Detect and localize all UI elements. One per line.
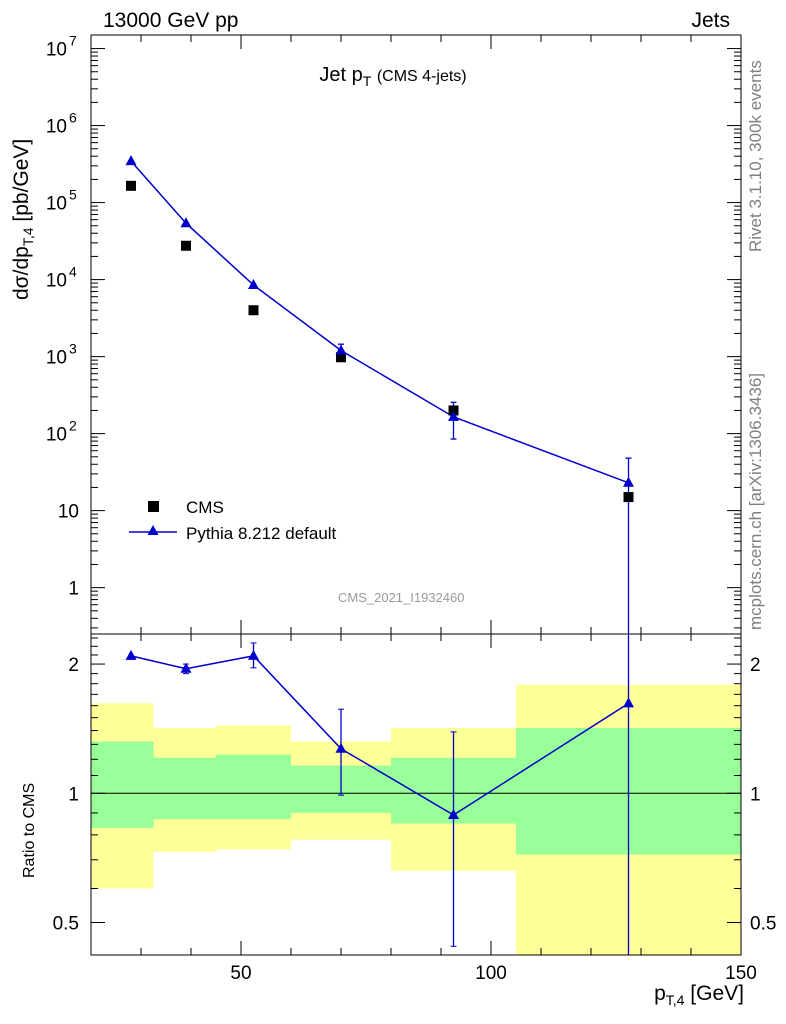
cms-point-1 — [181, 240, 191, 251]
cms-point-5 — [623, 492, 634, 503]
main-plot-frame — [90, 34, 742, 635]
cms-point-0 — [126, 180, 136, 191]
x-label-main: p — [654, 982, 666, 1005]
y-tick-label-1000: 10 — [46, 348, 67, 369]
stat-band-1 — [153, 757, 216, 820]
ratio-axis-label: Ratio to CMS — [21, 782, 38, 878]
analysis-watermark: CMS_2021_I1932460 — [338, 590, 465, 605]
pythia-point-1 — [180, 217, 192, 228]
ratio-point-1 — [180, 662, 192, 673]
header-category: Jets — [691, 9, 730, 32]
pythia-point-5 — [623, 476, 634, 487]
y-label-sub: T,4 — [20, 227, 37, 247]
y-tick-label-10: 10 — [58, 502, 79, 523]
ratio-y-label-left-1: 1 — [68, 784, 79, 805]
title-extra: (CMS 4-jets) — [376, 68, 467, 85]
y-label-main: dσ/dp — [10, 246, 33, 300]
rivet-info: Rivet 3.1.10, 300k events — [746, 60, 765, 252]
x-label-unit: [GeV] — [690, 982, 744, 1005]
y-tick-label-10000000: 10 — [46, 40, 67, 61]
y-axis-label: dσ/dpT,4 [pb/GeV] — [10, 139, 36, 300]
ratio-y-label-right-2: 2 — [750, 655, 761, 676]
ratio-point-0 — [125, 649, 137, 660]
ratio-y-label-right-1: 1 — [750, 784, 761, 805]
cms-point-4 — [448, 405, 459, 416]
x-tick-label-100: 100 — [475, 963, 507, 984]
ratio-point-3 — [335, 742, 347, 753]
ratio-y-label-left-2: 2 — [68, 655, 79, 676]
ratio-y-label-right-0.5: 0.5 — [750, 913, 776, 934]
x-tick-label-50: 50 — [230, 963, 251, 984]
data-layer — [125, 155, 634, 955]
x-axis-label: pT,4 [GeV] — [654, 982, 744, 1008]
cms-point-3 — [336, 352, 346, 363]
y-tick-label-1: 1 — [68, 579, 79, 600]
y-tick-exponent-1000: 3 — [69, 341, 77, 357]
y-tick-exponent-1000000: 6 — [69, 110, 77, 126]
y-tick-exponent-100: 2 — [69, 418, 77, 434]
ratio-y-label-left-0.5: 0.5 — [53, 913, 79, 934]
pythia-point-4 — [448, 410, 459, 421]
pythia-point-0 — [125, 155, 137, 166]
ratio-point-4 — [448, 809, 459, 820]
pythia-point-3 — [335, 344, 347, 355]
legend: CMS Pythia 8.212 default — [129, 498, 337, 543]
y-tick-label-100: 10 — [46, 425, 67, 446]
legend-pythia-marker — [147, 525, 159, 535]
ratio-bands-layer — [91, 684, 741, 955]
stat-band-0 — [91, 741, 154, 829]
header-energy: 13000 GeV pp — [103, 9, 239, 32]
legend-cms-marker — [148, 501, 159, 512]
y-label-unit: [pb/GeV] — [10, 138, 33, 222]
legend-pythia-label: Pythia 8.212 default — [186, 524, 337, 543]
legend-cms-label: CMS — [186, 498, 224, 517]
ratio-line — [130, 655, 629, 816]
title-sub: T — [362, 73, 372, 89]
stat-band-2 — [216, 754, 291, 820]
x-label-sub: T,4 — [665, 992, 685, 1009]
y-tick-exponent-10000: 4 — [69, 264, 77, 280]
chart-title: Jet pT (CMS 4-jets) — [0, 64, 786, 89]
mcplots-info: mcplots.cern.ch [arXiv:1306.3436] — [746, 372, 765, 630]
pythia-point-2 — [248, 279, 259, 290]
ratio-plot-frame — [90, 633, 742, 956]
cms-point-2 — [248, 305, 259, 316]
ratio-point-2 — [248, 649, 259, 660]
y-tick-label-1000000: 10 — [46, 117, 67, 138]
y-tick-label-100000: 10 — [46, 194, 67, 215]
y-tick-exponent-100000: 5 — [69, 187, 77, 203]
y-tick-label-10000: 10 — [46, 271, 67, 292]
pythia-line — [130, 160, 629, 484]
x-tick-label-150: 150 — [725, 963, 757, 984]
title-main: Jet p — [319, 64, 363, 86]
ratio-point-5 — [623, 697, 634, 708]
y-tick-exponent-10000000: 7 — [69, 33, 77, 49]
